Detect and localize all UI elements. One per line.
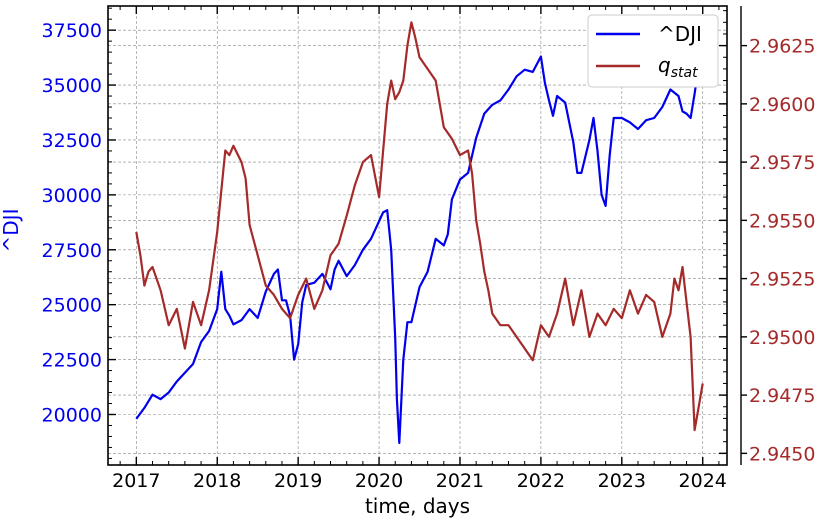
x-tick-label: 2024 [679,470,727,492]
x-tick-label: 2021 [436,470,484,492]
plot-frame [107,5,728,466]
axis-ticks: 2017 2018 2019 2020 2021 2022 2023 2024 20000 225… [42,6,815,492]
x-tick-label: 2022 [517,470,565,492]
series-line-qstat [135,21,704,432]
y-right-tick-label: 2.9525 [749,269,815,291]
y-right-tick-label: 2.9575 [749,152,815,174]
y-right-tick-label: 2.9625 [749,36,815,58]
y-left-tick-label: 30000 [42,185,102,207]
y-right-tick-label: 2.9550 [749,210,815,232]
y-left-tick-label: 32500 [42,130,102,152]
legend-entry-qstat: qstat [658,53,698,81]
y-left-tick-label: 20000 [42,404,102,426]
y-right-tick-label: 2.9450 [749,443,815,465]
x-tick-label: 2020 [355,470,403,492]
y-left-tick-label: 22500 [42,350,102,372]
y-left-tick-label: 25000 [42,295,102,317]
y-axis-label-left: ^DJI [0,209,23,253]
y-left-tick-label: 27500 [42,240,102,262]
legend-entry-dji: ^DJI [658,22,702,46]
x-axis-label: time, days [365,494,470,518]
plot-series [135,21,704,445]
y-right-tick-label: 2.9475 [749,385,815,407]
y-left-tick-label: 35000 [42,75,102,97]
x-tick-label: 2023 [598,470,646,492]
y-left-tick-label: 37500 [42,20,102,42]
x-tick-label: 2017 [112,470,160,492]
y-right-tick-label: 2.9600 [749,94,815,116]
x-tick-label: 2018 [193,470,241,492]
y-right-tick-label: 2.9500 [749,327,815,349]
legend: ^DJI qstat [587,14,719,88]
series-line-dji [135,30,704,445]
x-tick-label: 2019 [274,470,322,492]
